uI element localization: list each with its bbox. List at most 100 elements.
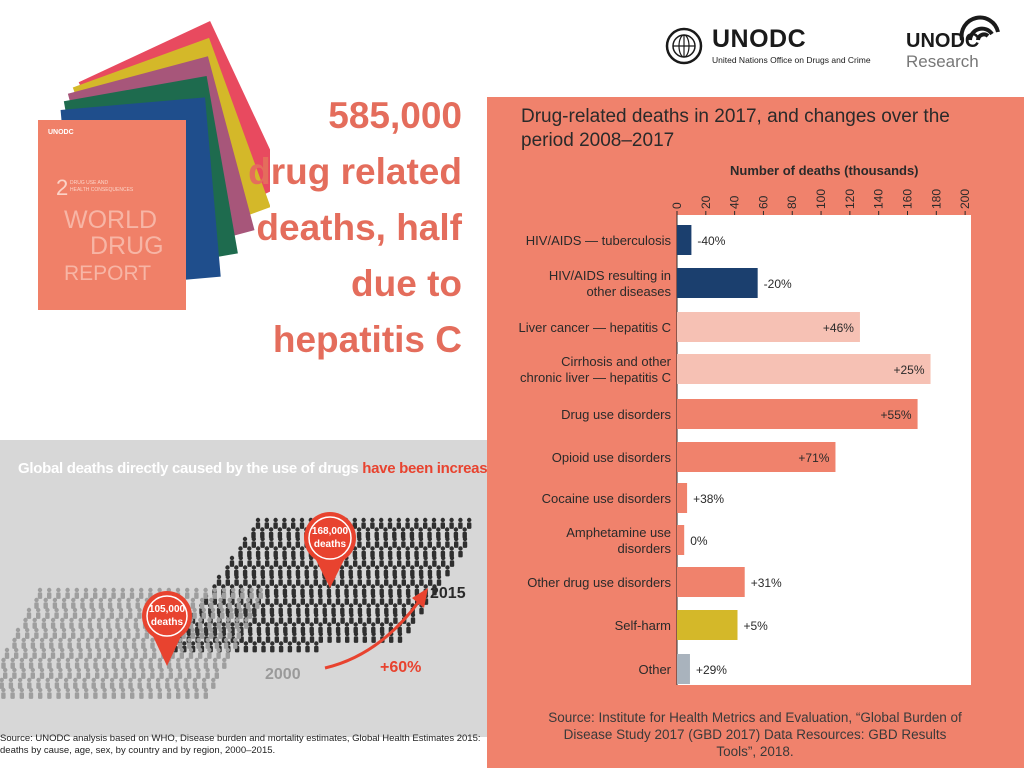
person-icon <box>84 657 89 669</box>
person-icon <box>440 517 445 529</box>
person-icon <box>157 687 162 699</box>
research-logo-name: UNODC <box>906 30 980 52</box>
person-icon <box>192 677 198 689</box>
x-tick-label: 180 <box>929 189 943 209</box>
person-icon <box>210 607 216 619</box>
person-icon <box>432 584 437 596</box>
person-icon <box>65 657 71 669</box>
person-icon <box>410 612 416 624</box>
x-tick-label: 20 <box>699 195 713 209</box>
person-icon <box>124 647 129 659</box>
person-icon <box>260 603 266 615</box>
person-icon <box>322 612 328 624</box>
year-2015-label: 2015 <box>430 585 466 602</box>
person-icon <box>299 546 305 558</box>
person-icon <box>223 637 229 649</box>
person-icon <box>100 677 106 689</box>
person-icon <box>146 677 152 689</box>
person-icon <box>129 587 135 599</box>
person-icon <box>245 597 251 609</box>
person-icon <box>392 536 397 548</box>
person-icon <box>38 657 43 669</box>
person-icon <box>362 622 367 634</box>
person-icon <box>71 627 76 639</box>
person-icon <box>91 607 96 619</box>
person-icon <box>54 607 59 619</box>
bar <box>677 312 860 342</box>
person-icon <box>309 584 314 596</box>
person-icon <box>10 687 15 699</box>
person-icon <box>133 617 139 629</box>
person-icon <box>58 667 63 679</box>
person-icon <box>273 584 279 596</box>
person-icon <box>265 584 270 596</box>
person-icon <box>295 527 300 539</box>
person-icon <box>248 631 253 643</box>
person-icon <box>25 627 30 639</box>
bar <box>677 268 758 298</box>
person-icon <box>335 622 341 634</box>
person-icon <box>60 617 65 629</box>
change-data-label: +38% <box>693 492 724 506</box>
person-icon <box>214 637 220 649</box>
person-icon <box>107 627 113 639</box>
person-icon <box>397 555 402 567</box>
person-icon <box>234 617 240 629</box>
person-icon <box>69 647 74 659</box>
person-icon <box>273 517 278 529</box>
person-icon <box>260 565 265 577</box>
person-icon <box>148 687 153 699</box>
person-icon <box>203 622 209 634</box>
person-icon <box>133 647 138 659</box>
person-icon <box>344 584 349 596</box>
person-icon <box>352 517 357 529</box>
person-icon <box>111 657 117 669</box>
unodc-research-logo: UNODC Research <box>900 12 1012 72</box>
person-icon <box>305 641 310 653</box>
person-icon <box>209 627 214 639</box>
person-icon <box>414 546 419 558</box>
person-icon <box>176 687 181 699</box>
person-icon <box>353 622 358 634</box>
person-icon <box>431 546 437 558</box>
unodc-logo: UNODC United Nations Office on Drugs and… <box>664 24 879 70</box>
person-icon <box>345 631 350 643</box>
person-icon <box>366 565 371 577</box>
unodc-logo-subtitle: United Nations Office on Drugs and Crime <box>712 55 871 65</box>
person-icon <box>331 612 336 624</box>
person-icon <box>300 593 305 605</box>
person-icon <box>449 555 455 567</box>
change-data-label: 0% <box>690 534 708 548</box>
x-axis-title: Number of deaths (thousands) <box>730 163 919 178</box>
person-icon <box>362 631 367 643</box>
person-icon <box>374 536 380 548</box>
person-icon <box>124 617 129 629</box>
pin-label-2015-value: 168,000 <box>312 526 349 537</box>
person-icon <box>106 617 111 629</box>
person-icon <box>183 677 188 689</box>
person-icon <box>327 622 332 634</box>
x-tick-label: 140 <box>872 189 886 209</box>
person-icon <box>131 667 137 679</box>
person-icon <box>278 603 283 615</box>
person-icon <box>220 607 225 619</box>
person-icon <box>165 677 170 689</box>
person-icon <box>104 637 109 649</box>
person-icon <box>282 546 287 558</box>
person-icon <box>78 617 83 629</box>
person-icon <box>187 637 192 649</box>
person-icon <box>56 587 61 599</box>
person-icon <box>243 641 249 653</box>
person-icon <box>58 637 63 649</box>
person-icon <box>67 667 72 679</box>
person-icon <box>54 677 60 689</box>
person-icon <box>218 627 223 639</box>
person-icon <box>397 584 402 596</box>
person-icon <box>296 603 301 615</box>
infographic-source: Source: UNODC analysis based on WHO, Dis… <box>0 733 481 756</box>
person-icon <box>269 574 274 586</box>
person-icon <box>107 597 113 609</box>
person-icon <box>256 555 261 567</box>
global-deaths-infographic: 168,000 deaths 105,000 deaths 2015 2000 … <box>0 440 487 737</box>
person-icon <box>84 687 89 699</box>
